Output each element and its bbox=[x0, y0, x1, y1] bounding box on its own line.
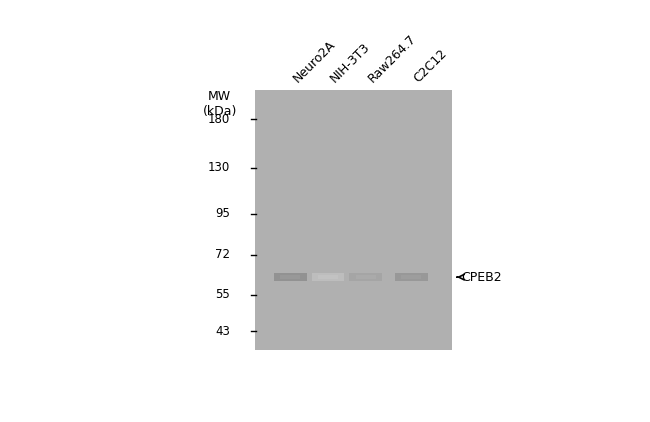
Text: 43: 43 bbox=[215, 325, 230, 338]
Bar bbox=[318, 276, 338, 279]
Bar bbox=[395, 273, 428, 281]
Text: MW
(kDa): MW (kDa) bbox=[203, 89, 237, 118]
Bar bbox=[274, 273, 307, 281]
Text: 130: 130 bbox=[207, 161, 230, 174]
Bar bbox=[350, 273, 382, 281]
Text: 55: 55 bbox=[215, 288, 230, 301]
Bar bbox=[281, 276, 300, 279]
Text: Neuro2A: Neuro2A bbox=[291, 38, 337, 85]
Text: Raw264.7: Raw264.7 bbox=[366, 32, 419, 85]
Text: NIH-3T3: NIH-3T3 bbox=[328, 40, 373, 85]
Bar bbox=[402, 276, 421, 279]
Text: 72: 72 bbox=[215, 249, 230, 262]
Text: 95: 95 bbox=[215, 208, 230, 220]
Bar bbox=[312, 273, 344, 281]
Text: CPEB2: CPEB2 bbox=[462, 271, 502, 284]
Text: C2C12: C2C12 bbox=[411, 46, 450, 85]
Bar bbox=[356, 276, 376, 279]
Text: 180: 180 bbox=[207, 113, 230, 126]
